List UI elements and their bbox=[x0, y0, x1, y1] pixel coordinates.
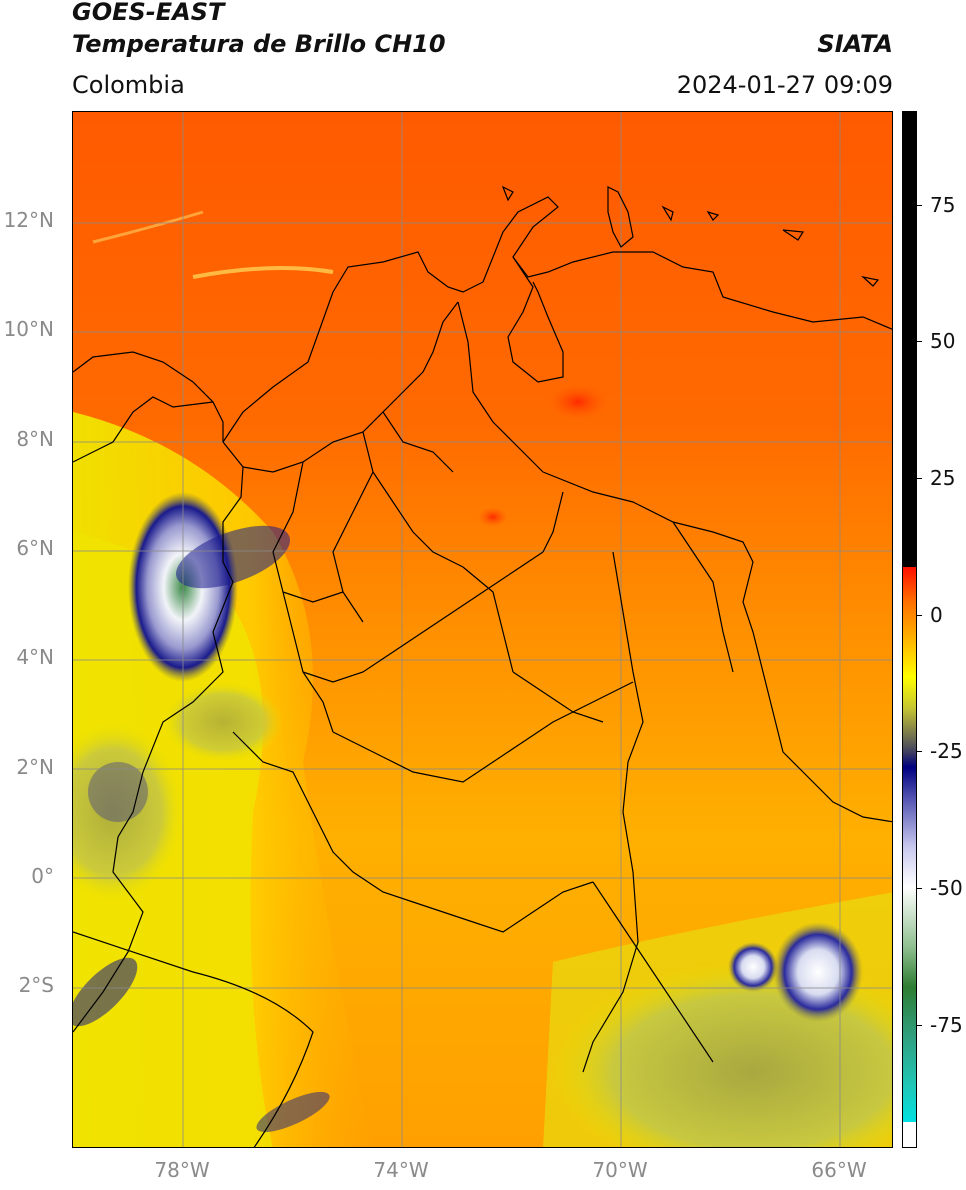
lon-label-66w: 66°W bbox=[811, 1158, 867, 1182]
lat-label-8n: 8°N bbox=[16, 427, 54, 451]
colorbar-label-minus75: -75 bbox=[930, 1013, 963, 1037]
lat-label-10n: 10°N bbox=[3, 317, 54, 341]
lat-label-2n: 2°N bbox=[16, 755, 54, 779]
graticule bbox=[73, 112, 892, 1147]
convective-cloud-se-2 bbox=[773, 922, 863, 1022]
lat-label-0: 0° bbox=[31, 864, 54, 888]
colorbar-label-25: 25 bbox=[930, 466, 956, 490]
convective-cloud-se-1 bbox=[728, 942, 778, 992]
satellite-map[interactable] bbox=[72, 111, 893, 1148]
colorbar-label-0: 0 bbox=[930, 603, 943, 627]
lon-label-78w: 78°W bbox=[154, 1158, 210, 1182]
region-label: Colombia bbox=[72, 71, 185, 99]
lat-label-4n: 4°N bbox=[16, 645, 54, 669]
lat-label-6n: 6°N bbox=[16, 536, 54, 560]
title-line-1: GOES-EAST bbox=[72, 0, 225, 26]
map-canvas bbox=[73, 112, 892, 1147]
colorbar-label-minus25: -25 bbox=[930, 739, 963, 763]
lat-label-12n: 12°N bbox=[3, 208, 54, 232]
brand-label: SIATA bbox=[817, 30, 893, 58]
title-line-2: Temperatura de Brillo CH10 bbox=[72, 30, 446, 58]
lon-label-74w: 74°W bbox=[373, 1158, 429, 1182]
colorbar-label-minus50: -50 bbox=[930, 876, 963, 900]
borders bbox=[73, 196, 892, 1147]
datetime-label: 2024-01-27 09:09 bbox=[676, 71, 893, 99]
lat-label-2s: 2°S bbox=[18, 973, 54, 997]
colorbar-label-75: 75 bbox=[930, 193, 956, 217]
colorbar bbox=[902, 111, 917, 1148]
lon-label-70w: 70°W bbox=[592, 1158, 648, 1182]
colorbar-label-50: 50 bbox=[930, 329, 956, 353]
